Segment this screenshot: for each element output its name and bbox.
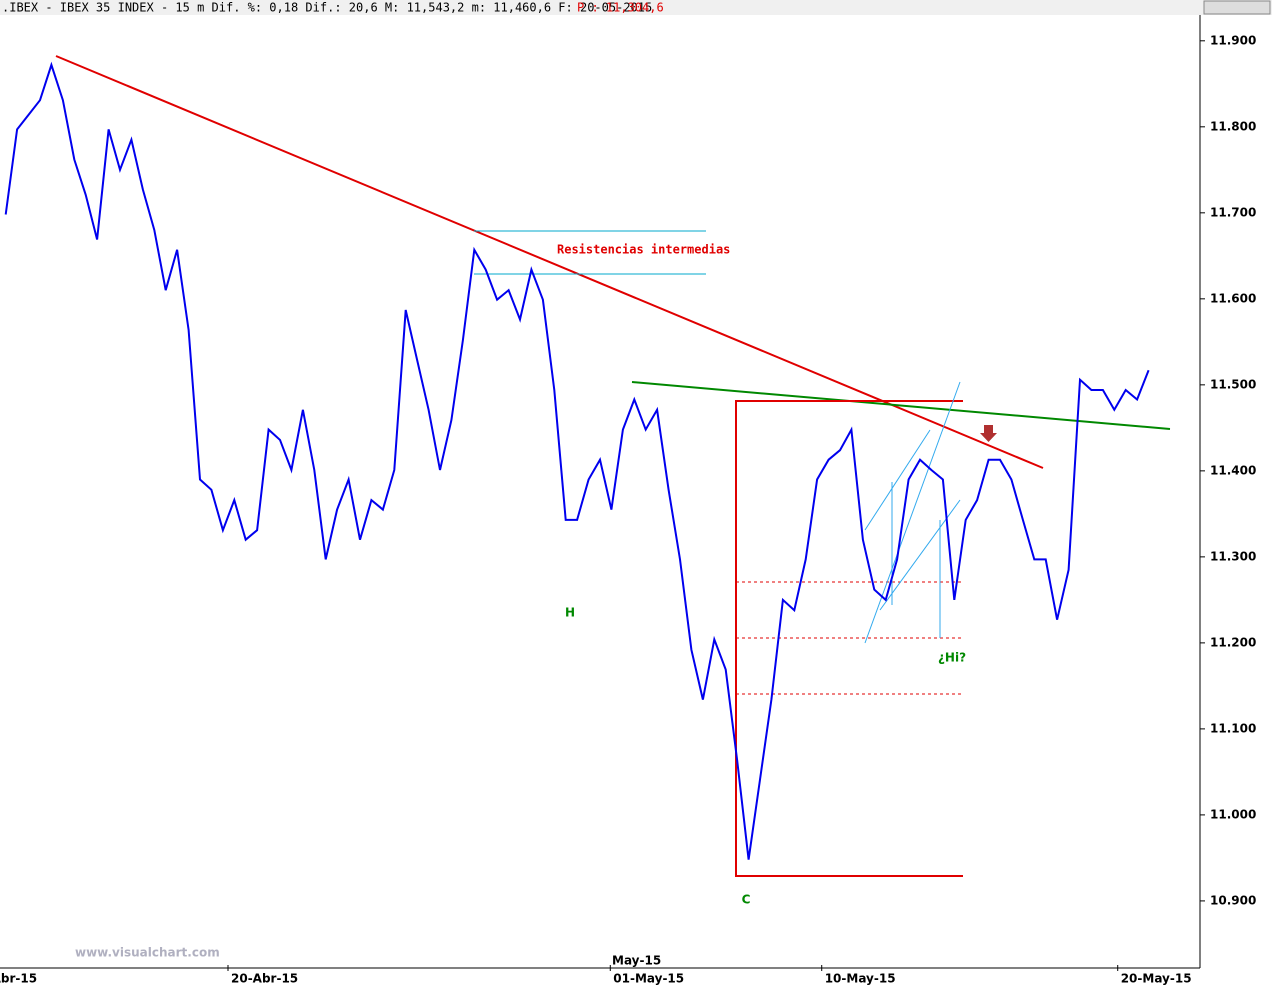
y-tick-label: 11.800 <box>1210 119 1256 133</box>
channel-line <box>864 429 931 531</box>
annotation: May-15 <box>612 954 661 968</box>
x-tick-label: Abr-15 <box>0 972 37 986</box>
price-line <box>4 61 1150 860</box>
y-tick-label: 11.200 <box>1210 635 1256 649</box>
channel-line <box>864 381 961 644</box>
header-bar <box>0 0 1272 15</box>
y-tick-label: 11.000 <box>1210 807 1256 821</box>
arrow-marker <box>980 425 997 442</box>
watermark: www.visualchart.com <box>75 946 220 960</box>
trend-line <box>631 381 1171 430</box>
x-tick-label: 01-May-15 <box>613 972 684 986</box>
y-tick-label: 11.400 <box>1210 463 1256 477</box>
y-tick-label: 10.900 <box>1210 893 1256 907</box>
window-buttons[interactable] <box>1203 0 1271 15</box>
y-tick-label: 11.300 <box>1210 549 1256 563</box>
trend-line <box>55 55 1044 469</box>
x-tick-label: 10-May-15 <box>825 972 896 986</box>
y-tick-label: 11.900 <box>1210 33 1256 47</box>
plot-area <box>4 55 1171 877</box>
x-tick-label: 20-May-15 <box>1121 972 1192 986</box>
annotation: Resistencias intermedias <box>557 243 730 257</box>
y-tick-label: 11.500 <box>1210 377 1256 391</box>
annotation: H <box>565 606 575 620</box>
y-tick-label: 11.600 <box>1210 291 1256 305</box>
y-tick-label: 11.700 <box>1210 205 1256 219</box>
x-tick-label: 20-Abr-15 <box>231 972 298 986</box>
chart-title: .IBEX - IBEX 35 INDEX - 15 m Dif. %: 0,1… <box>2 1 652 15</box>
y-tick-label: 11.100 <box>1210 721 1256 735</box>
last-price: P : 11,304,6 <box>577 1 664 15</box>
annotation: ¿Hi? <box>938 651 966 665</box>
annotation: C <box>742 893 751 907</box>
